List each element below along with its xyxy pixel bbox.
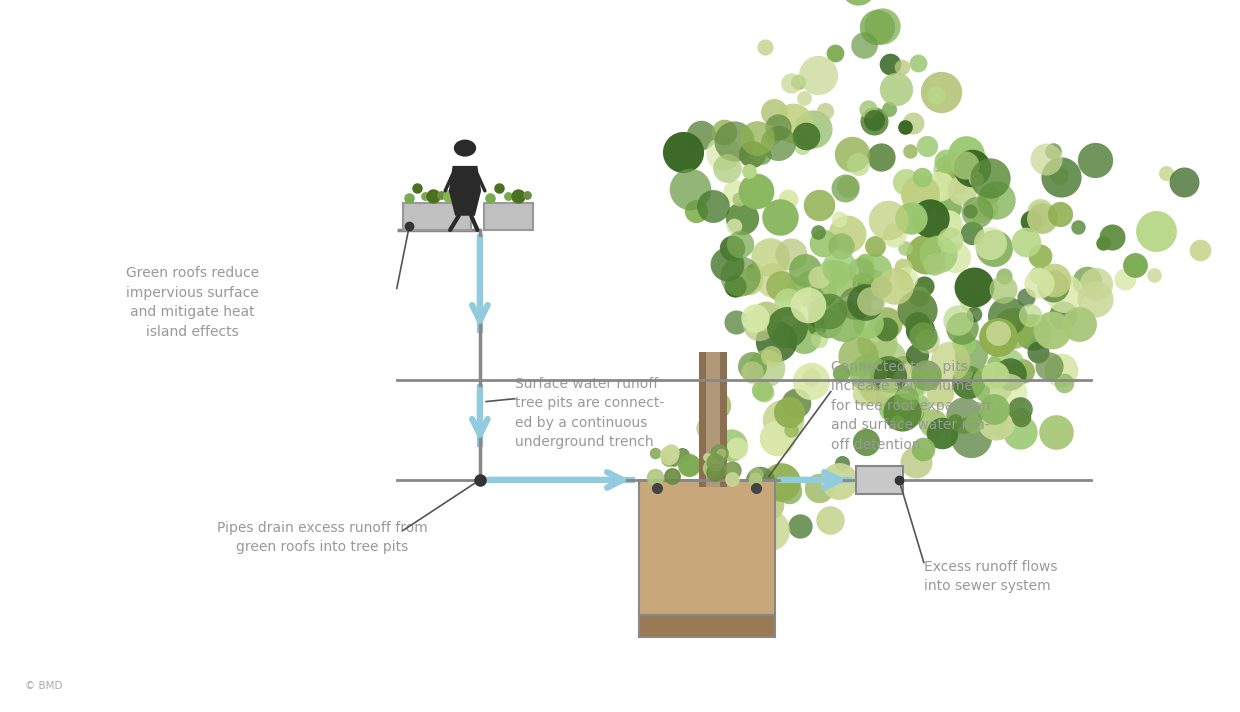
Ellipse shape	[454, 140, 476, 157]
Bar	[639, 615, 775, 637]
Text: Excess runoff flows
into sewer system: Excess runoff flows into sewer system	[924, 560, 1058, 594]
Bar	[856, 466, 903, 494]
Bar	[403, 203, 471, 230]
Bar	[639, 480, 775, 615]
Text: © BMD: © BMD	[25, 681, 62, 691]
Text: Surface water runoff
tree pits are connect-
ed by a continuous
underground trenc: Surface water runoff tree pits are conne…	[515, 377, 663, 449]
Bar	[699, 352, 727, 487]
Polygon shape	[449, 166, 481, 216]
Bar	[484, 203, 533, 230]
Bar	[707, 352, 720, 487]
Text: Connected tree pits
increase soil volume
for tree root expansion
and surface wat: Connected tree pits increase soil volume…	[831, 360, 991, 452]
Text: Pipes drain excess runoff from
green roofs into tree pits: Pipes drain excess runoff from green roo…	[217, 520, 428, 555]
Text: Green roofs reduce
impervious surface
and mitigate heat
island effects: Green roofs reduce impervious surface an…	[125, 266, 259, 339]
